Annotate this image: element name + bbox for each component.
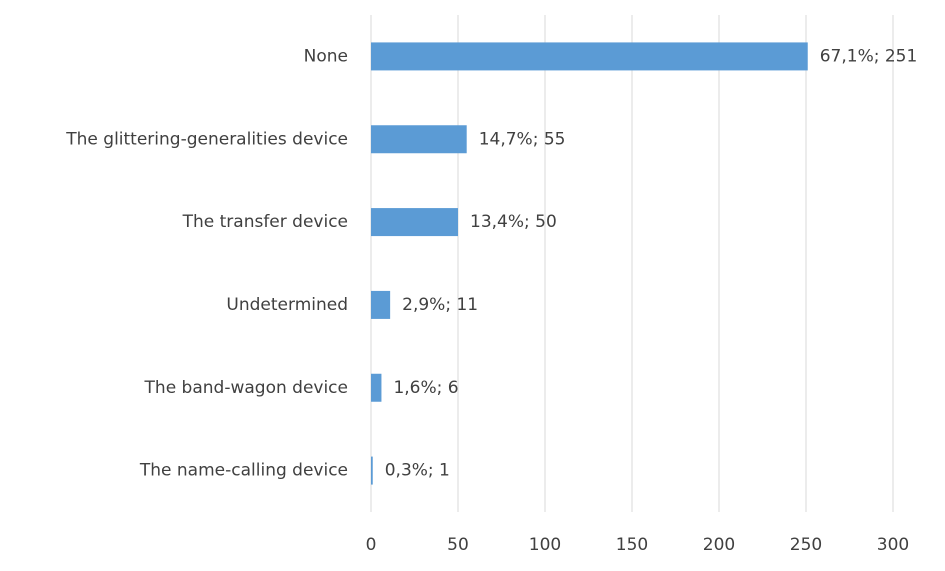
y-tick-label: The glittering-generalities device — [65, 129, 348, 149]
y-tick-label: The name-calling device — [139, 461, 348, 481]
value-label: 2,9%; 11 — [402, 295, 478, 315]
value-label: 0,3%; 1 — [385, 461, 450, 481]
x-tick-label: 0 — [366, 535, 377, 555]
bar — [371, 42, 808, 71]
x-tick-label: 50 — [447, 535, 469, 555]
bar — [371, 373, 382, 402]
value-label: 67,1%; 251 — [820, 46, 918, 66]
bar — [371, 290, 391, 319]
y-tick-label: None — [304, 46, 348, 66]
y-tick-label: The transfer device — [182, 212, 348, 232]
x-tick-label: 200 — [703, 535, 735, 555]
x-tick-label: 150 — [616, 535, 648, 555]
bar — [371, 208, 458, 237]
x-tick-label: 250 — [790, 535, 822, 555]
x-tick-label: 100 — [529, 535, 561, 555]
value-label: 14,7%; 55 — [479, 129, 566, 149]
value-label: 1,6%; 6 — [393, 378, 458, 398]
value-label: 13,4%; 50 — [470, 212, 557, 232]
bar — [371, 125, 467, 154]
y-tick-label: The band-wagon device — [144, 378, 348, 398]
y-tick-label: Undetermined — [226, 295, 348, 315]
x-tick-label: 300 — [877, 535, 909, 555]
bar — [371, 456, 373, 485]
